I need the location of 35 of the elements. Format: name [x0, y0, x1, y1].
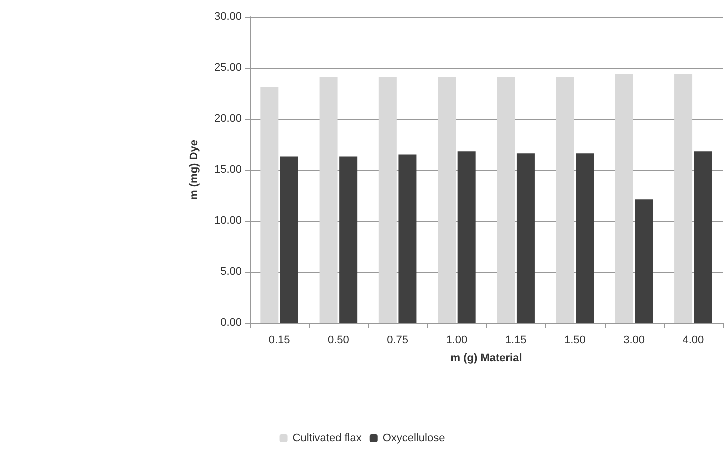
bar: [340, 156, 358, 323]
bar: [615, 74, 634, 323]
x-tick-label: 1.00: [446, 334, 468, 346]
y-tick-label: 10.00: [214, 215, 242, 227]
bar: [398, 154, 417, 323]
x-tick-label: 0.50: [328, 334, 350, 346]
bar: [438, 77, 456, 323]
bar: [694, 152, 712, 323]
y-tick-label: 30.00: [214, 11, 242, 23]
x-tick-label: 1.50: [564, 334, 586, 346]
y-tick-label: 15.00: [214, 164, 242, 176]
bar: [576, 154, 594, 323]
bar: [556, 77, 574, 323]
bar: [378, 77, 397, 323]
y-tick-label: 0.00: [220, 317, 242, 329]
y-tick-label: 5.00: [220, 266, 242, 278]
legend-label: Cultivated flax: [292, 432, 362, 444]
bar: [497, 77, 516, 323]
bar: [260, 87, 279, 323]
y-axis-title: m (mg) Dye: [188, 140, 200, 200]
x-tick-label: 0.15: [268, 334, 290, 346]
bar: [674, 74, 693, 323]
bar: [320, 77, 338, 323]
legend-label: Oxycellulose: [382, 432, 446, 444]
bar: [458, 152, 476, 323]
bar: [280, 156, 298, 323]
x-tick-label: 3.00: [624, 334, 646, 346]
bar: [635, 200, 654, 323]
y-tick-label: 20.00: [214, 113, 242, 125]
x-tick-label: 4.00: [682, 334, 704, 346]
x-axis-title: m (g) Material: [450, 352, 522, 364]
x-tick-label: 0.75: [387, 334, 409, 346]
y-tick-label: 25.00: [214, 62, 242, 74]
x-tick-label: 1.15: [505, 334, 527, 346]
bar: [516, 154, 535, 323]
